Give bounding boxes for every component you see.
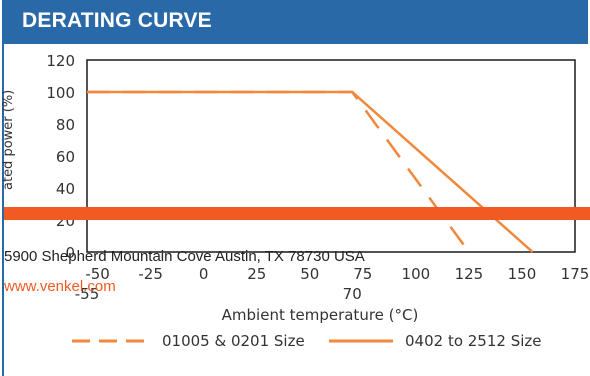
series-line-solid	[87, 90, 534, 253]
y-axis-label: ated power (%)	[1, 90, 16, 190]
x-tick-label: -50	[85, 265, 110, 283]
x-tick-label: 150	[508, 265, 537, 283]
y-tick-label: 40	[56, 180, 75, 198]
x-tick-label: 0	[199, 265, 209, 283]
series-line-dashed	[87, 90, 470, 253]
legend-label: 0402 to 2512 Size	[405, 332, 542, 350]
y-tick-label: 80	[56, 116, 75, 134]
y-tick-label: 120	[46, 52, 75, 70]
header-bar: DERATING CURVE	[4, 0, 588, 44]
plot-area	[86, 59, 576, 253]
company-address: 5900 Shepherd Mountain Cove Austin, TX 7…	[4, 248, 365, 265]
y-tick-label: 100	[46, 84, 75, 102]
x-tick-label: 25	[247, 265, 266, 283]
series-layer	[87, 90, 534, 253]
y-tick-label: 60	[56, 148, 75, 166]
orange-divider-band	[4, 207, 590, 220]
x-tick-label: -25	[138, 265, 163, 283]
x-extra-tick-label: 70	[343, 285, 362, 303]
header-title: DERATING CURVE	[22, 9, 212, 32]
legend-label: 01005 & 0201 Size	[162, 332, 305, 350]
x-tick-label: 100	[402, 265, 431, 283]
x-tick-label: 125	[455, 265, 484, 283]
y-tick-label: 0	[65, 244, 75, 262]
legend: 01005 & 0201 Size 0402 to 2512 Size	[72, 332, 542, 350]
x-tick-label: 50	[300, 265, 319, 283]
x-tick-label: 175	[561, 265, 590, 283]
x-axis-label: Ambient temperature (°C)	[222, 306, 419, 324]
x-axis-ticks: -50 -25 0 25 50 75 100 125 150 175 -55 70	[75, 265, 590, 303]
x-extra-tick-label: -55	[75, 285, 100, 303]
website-link[interactable]: www.venkel.com	[4, 278, 116, 295]
x-tick-label: 75	[353, 265, 372, 283]
